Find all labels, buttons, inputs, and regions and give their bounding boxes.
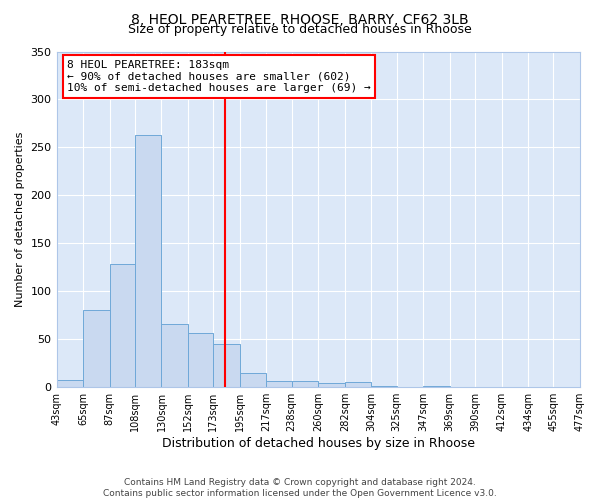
Text: Contains HM Land Registry data © Crown copyright and database right 2024.
Contai: Contains HM Land Registry data © Crown c… (103, 478, 497, 498)
Bar (214, 344, 240, 387)
Text: Size of property relative to detached houses in Rhoose: Size of property relative to detached ho… (128, 24, 472, 36)
Bar (188, 334, 214, 387)
Y-axis label: Number of detached properties: Number of detached properties (15, 132, 25, 307)
Bar (56, 380, 83, 387)
Text: 8 HEOL PEARETREE: 183sqm
← 90% of detached houses are smaller (602)
10% of semi-: 8 HEOL PEARETREE: 183sqm ← 90% of detach… (67, 60, 371, 93)
Bar (83, 310, 110, 387)
Bar (423, 386, 450, 387)
Bar (110, 264, 135, 387)
Bar (135, 135, 161, 387)
Bar (292, 382, 318, 387)
X-axis label: Distribution of detached houses by size in Rhoose: Distribution of detached houses by size … (162, 437, 475, 450)
Bar (371, 386, 397, 387)
Text: 8, HEOL PEARETREE, RHOOSE, BARRY, CF62 3LB: 8, HEOL PEARETREE, RHOOSE, BARRY, CF62 3… (131, 12, 469, 26)
Bar (161, 324, 188, 387)
Bar (240, 373, 266, 387)
Bar (266, 382, 292, 387)
Bar (345, 382, 371, 387)
Bar (318, 384, 345, 387)
